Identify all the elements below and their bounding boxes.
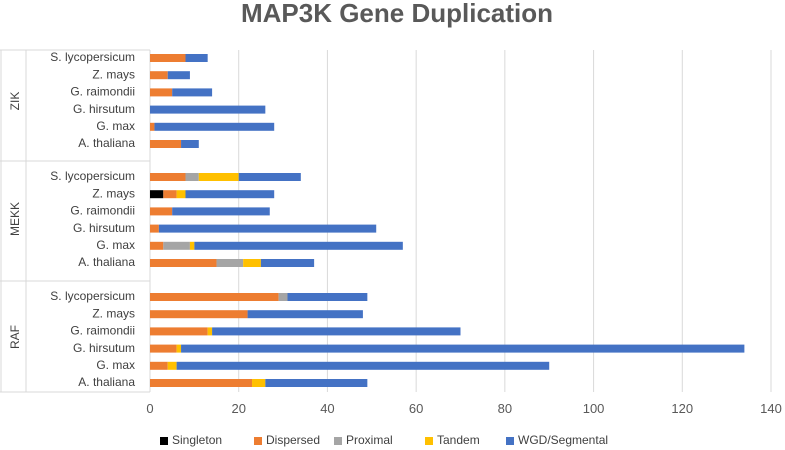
bar-segment-wgd-segmental (172, 88, 213, 97)
bar-segment-dispersed (150, 327, 208, 336)
category-label: Z. mays (92, 67, 135, 81)
group-label-zik: ZIK (8, 92, 22, 111)
category-label: G. raimondii (70, 324, 135, 338)
chart-title: MAP3K Gene Duplication (241, 0, 553, 28)
category-label: A. thaliana (78, 375, 135, 389)
category-label: G. raimondii (70, 85, 135, 99)
category-label: G. raimondii (70, 204, 135, 218)
x-tick-label: 100 (583, 401, 605, 416)
category-label: G. max (96, 238, 135, 252)
bar-segment-dispersed (150, 259, 217, 267)
bar-segment-dispersed (150, 293, 279, 301)
bar-segment-tandem (243, 259, 261, 267)
category-label: S. lycopersicum (50, 50, 135, 64)
bar-segment-proximal (216, 259, 244, 267)
category-label: A. thaliana (78, 255, 135, 269)
bar-segment-dispersed (163, 190, 177, 199)
bar-segment-wgd-segmental (181, 344, 745, 353)
bar-segment-dispersed (150, 207, 173, 216)
bars (150, 54, 745, 387)
bar-segment-proximal (185, 173, 199, 181)
bar-segment-proximal (163, 241, 190, 250)
category-label: G. hirsutum (73, 341, 135, 355)
category-label: Z. mays (92, 306, 135, 320)
x-tick-label: 40 (320, 401, 334, 416)
category-label: G. max (96, 358, 135, 372)
bar-segment-singleton (150, 190, 164, 199)
category-label: G. hirsutum (73, 102, 135, 116)
bar-segment-wgd-segmental (176, 361, 550, 370)
category-label: A. thaliana (78, 136, 135, 150)
bar-segment-dispersed (150, 122, 155, 131)
x-tick-label: 0 (146, 401, 153, 416)
bar-segment-dispersed (150, 310, 248, 319)
bar-segment-wgd-segmental (181, 140, 199, 148)
bar-segment-wgd-segmental (265, 379, 368, 387)
bar-segment-tandem (189, 241, 195, 250)
bar-segment-dispersed (150, 140, 182, 148)
bar-segment-dispersed (150, 361, 168, 370)
x-tick-label: 20 (231, 401, 245, 416)
category-labels: ZIK S. lycopersicum Z. mays G. raimondii G. … (8, 50, 135, 389)
bar-segment-tandem (167, 361, 177, 370)
bar-segment-dispersed (150, 241, 164, 250)
group-label-mekk: MEKK (8, 202, 22, 236)
group-label-raf: RAF (8, 325, 22, 349)
category-label: Z. mays (92, 186, 135, 200)
bar-segment-dispersed (150, 54, 186, 62)
bar-segment-wgd-segmental (238, 173, 301, 181)
bar-segment-wgd-segmental (167, 71, 190, 80)
bar-segment-tandem (207, 327, 213, 336)
gridlines (0, 49, 772, 393)
legend-label: Proximal (346, 433, 393, 447)
category-label: G. max (96, 119, 135, 133)
category-label: S. lycopersicum (50, 169, 135, 183)
x-axis: 0 20 40 60 80 100 120 140 (146, 401, 781, 416)
bar-segment-tandem (176, 344, 182, 353)
legend-label: Tandem (437, 433, 480, 447)
bar-segment-tandem (176, 190, 186, 199)
legend-swatch (334, 437, 342, 445)
category-label: S. lycopersicum (50, 289, 135, 303)
legend-label: Singleton (172, 433, 222, 447)
bar-segment-tandem (198, 173, 239, 181)
x-tick-label: 120 (671, 401, 693, 416)
bar-segment-dispersed (150, 224, 159, 233)
bar-segment-tandem (252, 379, 266, 387)
x-tick-label: 60 (409, 401, 423, 416)
bar-segment-wgd-segmental (287, 293, 368, 301)
x-tick-label: 140 (760, 401, 782, 416)
bar-segment-proximal (278, 293, 288, 301)
legend-swatch (506, 437, 514, 445)
legend-swatch (425, 437, 433, 445)
bar-segment-wgd-segmental (185, 54, 208, 62)
bar-segment-dispersed (150, 344, 177, 353)
bar-segment-wgd-segmental (247, 310, 363, 319)
bar-segment-wgd-segmental (194, 241, 403, 250)
bar-segment-wgd-segmental (185, 190, 275, 199)
category-label: G. hirsutum (73, 221, 135, 235)
bar-segment-wgd-segmental (158, 224, 377, 233)
bar-segment-wgd-segmental (212, 327, 461, 336)
bar-segment-wgd-segmental (154, 122, 275, 131)
legend: Singleton Dispersed Proximal Tandem WGD/Segm… (160, 433, 608, 447)
x-tick-label: 80 (498, 401, 512, 416)
legend-swatch (254, 437, 262, 445)
bar-segment-dispersed (150, 173, 186, 181)
bar-segment-wgd-segmental (172, 207, 270, 216)
bar-segment-wgd-segmental (150, 105, 266, 114)
legend-swatch (160, 437, 168, 445)
bar-segment-dispersed (150, 379, 253, 387)
legend-label: WGD/Segmental (518, 433, 608, 447)
bar-segment-wgd-segmental (260, 259, 315, 267)
bar-segment-dispersed (150, 71, 168, 80)
legend-label: Dispersed (266, 433, 320, 447)
bar-segment-dispersed (150, 88, 173, 97)
